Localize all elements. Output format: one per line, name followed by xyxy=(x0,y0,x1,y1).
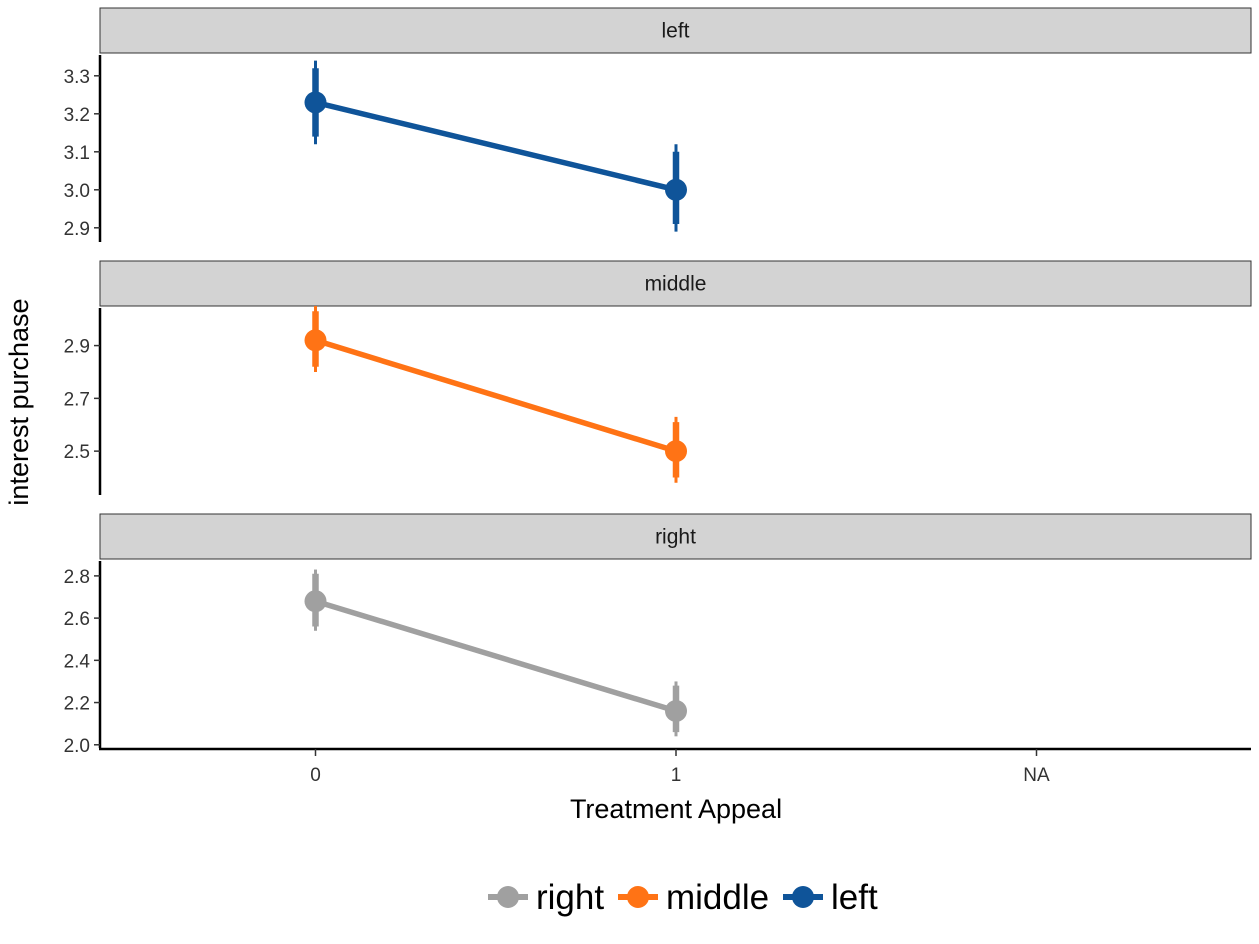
y-axis-title: interest purchase xyxy=(4,298,34,505)
series-line-left xyxy=(314,99,677,193)
data-point-left xyxy=(304,91,327,114)
y-tick-label: 3.3 xyxy=(64,67,90,88)
y-tick-label: 2.5 xyxy=(64,442,90,463)
x-axis: 0 1 NA xyxy=(99,747,1251,786)
legend-item-right: right xyxy=(488,878,604,917)
legend-key-point xyxy=(497,886,519,908)
legend-key-point xyxy=(627,886,649,908)
legend-label: right xyxy=(536,878,604,917)
x-axis-title: Treatment Appeal xyxy=(570,794,782,824)
y-tick-label: 2.6 xyxy=(64,609,90,630)
chart-panels: left 2.9 3.0 3.1 3.2 3.3 middle 2.5 2.7 2.9 right 2… xyxy=(64,7,1252,757)
data-point-left xyxy=(665,178,687,201)
data-point-middle xyxy=(304,329,327,352)
y-tick-label: 2.9 xyxy=(64,219,90,240)
legend-label: left xyxy=(831,878,878,917)
legend-item-middle: middle xyxy=(618,878,769,917)
panel-middle: middle 2.5 2.7 2.9 xyxy=(64,260,1252,495)
facet-strip xyxy=(99,513,1252,560)
y-tick-label: 2.7 xyxy=(64,389,90,410)
data-point-right xyxy=(304,590,327,613)
y-tick-label: 2.0 xyxy=(64,736,90,757)
y-tick-label: 2.2 xyxy=(64,694,90,715)
y-tick-label: 3.0 xyxy=(64,181,90,202)
data-point-right xyxy=(665,700,687,722)
data-point-middle xyxy=(665,440,687,463)
x-tick-label: NA xyxy=(1023,765,1050,786)
x-tick-label: 0 xyxy=(310,765,321,786)
panel-left: left 2.9 3.0 3.1 3.2 3.3 xyxy=(64,7,1252,242)
series-line-right xyxy=(314,598,677,714)
facet-strip-label: middle xyxy=(645,273,707,296)
facet-strip-label: left xyxy=(661,20,689,43)
y-tick-label: 3.1 xyxy=(64,143,90,164)
legend-key-point xyxy=(792,886,814,908)
panel-right: right 2.0 2.2 2.4 2.6 2.8 xyxy=(64,513,1252,757)
y-tick-label: 2.9 xyxy=(64,337,90,358)
series-line-middle xyxy=(314,337,677,454)
y-tick-label: 2.8 xyxy=(64,567,90,588)
x-tick-label: 1 xyxy=(671,765,682,786)
legend: right middle left xyxy=(488,878,878,917)
legend-label: middle xyxy=(666,878,769,917)
facet-strip-label: right xyxy=(655,526,696,549)
legend-item-left: left xyxy=(783,878,878,917)
y-tick-label: 3.2 xyxy=(64,105,90,126)
y-tick-label: 2.4 xyxy=(64,651,91,672)
facet-strip xyxy=(99,7,1252,54)
facet-strip xyxy=(99,260,1252,307)
